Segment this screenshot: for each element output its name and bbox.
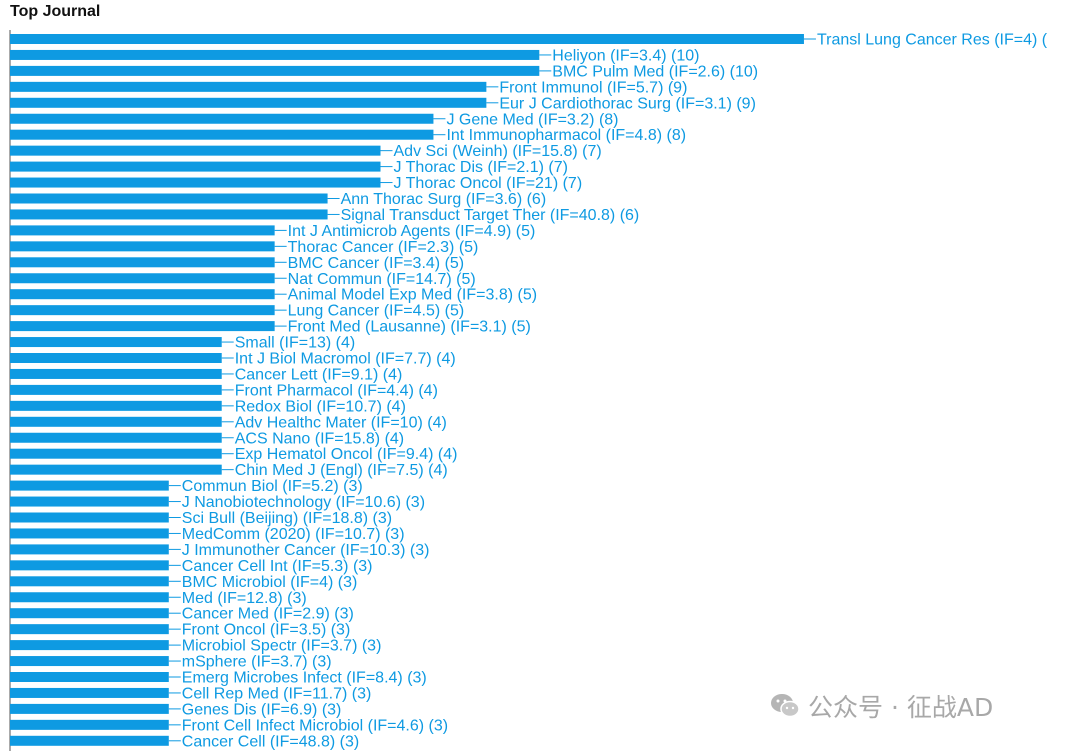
bar-label: Small (IF=13) (4) — [235, 335, 355, 352]
bar — [10, 321, 275, 332]
bar — [10, 273, 275, 284]
bar-label: BMC Cancer (IF=3.4) (5) — [288, 255, 464, 272]
bar — [10, 735, 169, 746]
bar — [10, 129, 434, 140]
bar — [10, 193, 328, 204]
bar — [10, 97, 487, 108]
bar-label: Lung Cancer (IF=4.5) (5) — [288, 303, 465, 320]
bar — [10, 687, 169, 698]
bar — [10, 113, 434, 124]
bar — [10, 544, 169, 555]
bar-label: Front Med (Lausanne) (IF=3.1) (5) — [288, 319, 531, 336]
bar-label: Cancer Cell (IF=48.8) (3) — [182, 733, 359, 750]
bar-label: BMC Microbiol (IF=4) (3) — [182, 574, 358, 591]
bar — [10, 640, 169, 651]
bar — [10, 225, 275, 236]
bar-label: Genes Dis (IF=6.9) (3) — [182, 701, 342, 718]
bar-label: Emerg Microbes Infect (IF=8.4) (3) — [182, 670, 427, 687]
bar — [10, 49, 540, 60]
bar — [10, 384, 222, 395]
bar — [10, 608, 169, 619]
bar — [10, 34, 804, 44]
bar-label: Commun Biol (IF=5.2) (3) — [182, 478, 363, 495]
bar-label: Cancer Med (IF=2.9) (3) — [182, 606, 354, 623]
bar-label: Exp Hematol Oncol (IF=9.4) (4) — [235, 446, 458, 463]
bar — [10, 528, 169, 539]
bar — [10, 496, 169, 507]
bar-label: Int Immunopharmacol (IF=4.8) (8) — [446, 127, 686, 144]
bar — [10, 480, 169, 491]
bar — [10, 703, 169, 714]
bar-label: ACS Nano (IF=15.8) (4) — [235, 430, 404, 447]
bar — [10, 592, 169, 603]
bar-label: MedComm (2020) (IF=10.7) (3) — [182, 526, 405, 543]
bar-label: Cancer Cell Int (IF=5.3) (3) — [182, 558, 373, 575]
wechat-icon — [771, 694, 800, 718]
bar-label: Int J Biol Macromol (IF=7.7) (4) — [235, 351, 456, 368]
bar — [10, 161, 381, 172]
bar-label: Med (IF=12.8) (3) — [182, 590, 307, 607]
bar — [10, 448, 222, 459]
bar — [10, 241, 275, 252]
bar — [10, 464, 222, 475]
bar-label: Adv Healthc Mater (IF=10) (4) — [235, 414, 447, 431]
bar-label: Signal Transduct Target Ther (IF=40.8) (… — [341, 207, 640, 224]
bar — [10, 560, 169, 571]
bar — [10, 65, 540, 76]
bar — [10, 177, 381, 188]
bar-label: Adv Sci (Weinh) (IF=15.8) (7) — [394, 143, 602, 160]
bar-label: Transl Lung Cancer Res (IF=4) ( — [817, 32, 1048, 49]
bar-label: J Thorac Dis (IF=2.1) (7) — [394, 159, 568, 176]
chart-title: Top Journal — [10, 3, 101, 20]
watermark: 公众号 · 征战AD — [770, 688, 993, 724]
bar-label: J Immunother Cancer (IF=10.3) (3) — [182, 542, 430, 559]
bar-label: Eur J Cardiothorac Surg (IF=3.1) (9) — [499, 95, 756, 112]
bar — [10, 672, 169, 682]
bar-label: Chin Med J (Engl) (IF=7.5) (4) — [235, 462, 448, 479]
bar — [10, 576, 169, 587]
bar — [10, 337, 222, 348]
bar-label: J Nanobiotechnology (IF=10.6) (3) — [182, 494, 425, 511]
bar-label: mSphere (IF=3.7) (3) — [182, 654, 332, 671]
bar-label: Front Oncol (IF=3.5) (3) — [182, 622, 350, 639]
bar-label: Heliyon (IF=3.4) (10) — [552, 47, 699, 64]
bar — [10, 400, 222, 411]
bar — [10, 257, 275, 268]
bar — [10, 145, 381, 156]
bar-label: Ann Thorac Surg (IF=3.6) (6) — [341, 191, 547, 208]
bar-label: J Thorac Oncol (IF=21) (7) — [394, 175, 583, 192]
bar-label: J Gene Med (IF=3.2) (8) — [446, 111, 618, 128]
bar-label: Nat Commun (IF=14.7) (5) — [288, 271, 476, 288]
watermark-text: 公众号 · 征战AD — [808, 693, 994, 722]
bar-label: Int J Antimicrob Agents (IF=4.9) (5) — [288, 223, 536, 240]
bar-label: Sci Bull (Beijing) (IF=18.8) (3) — [182, 510, 392, 527]
bar-label: Front Immunol (IF=5.7) (9) — [499, 79, 687, 96]
bar — [10, 305, 275, 316]
bar — [10, 289, 275, 300]
bar — [10, 209, 328, 220]
bar-label: Animal Model Exp Med (IF=3.8) (5) — [288, 287, 537, 304]
bar-label: Thorac Cancer (IF=2.3) (5) — [288, 239, 479, 256]
bar — [10, 624, 169, 635]
bar — [10, 368, 222, 379]
bar — [10, 353, 222, 363]
bar — [10, 416, 222, 427]
bar — [10, 81, 487, 92]
bar-label: Front Pharmacol (IF=4.4) (4) — [235, 382, 438, 399]
bar-label: BMC Pulm Med (IF=2.6) (10) — [552, 63, 758, 80]
bar — [10, 432, 222, 443]
bar-label: Front Cell Infect Microbiol (IF=4.6) (3) — [182, 717, 448, 734]
bar-label: Cancer Lett (IF=9.1) (4) — [235, 366, 403, 383]
bar-label: Microbiol Spectr (IF=3.7) (3) — [182, 638, 382, 655]
bar — [10, 719, 169, 730]
bar — [10, 512, 169, 523]
bar-label: Redox Biol (IF=10.7) (4) — [235, 398, 406, 415]
bar-label: Cell Rep Med (IF=11.7) (3) — [182, 685, 372, 702]
bar — [10, 656, 169, 667]
